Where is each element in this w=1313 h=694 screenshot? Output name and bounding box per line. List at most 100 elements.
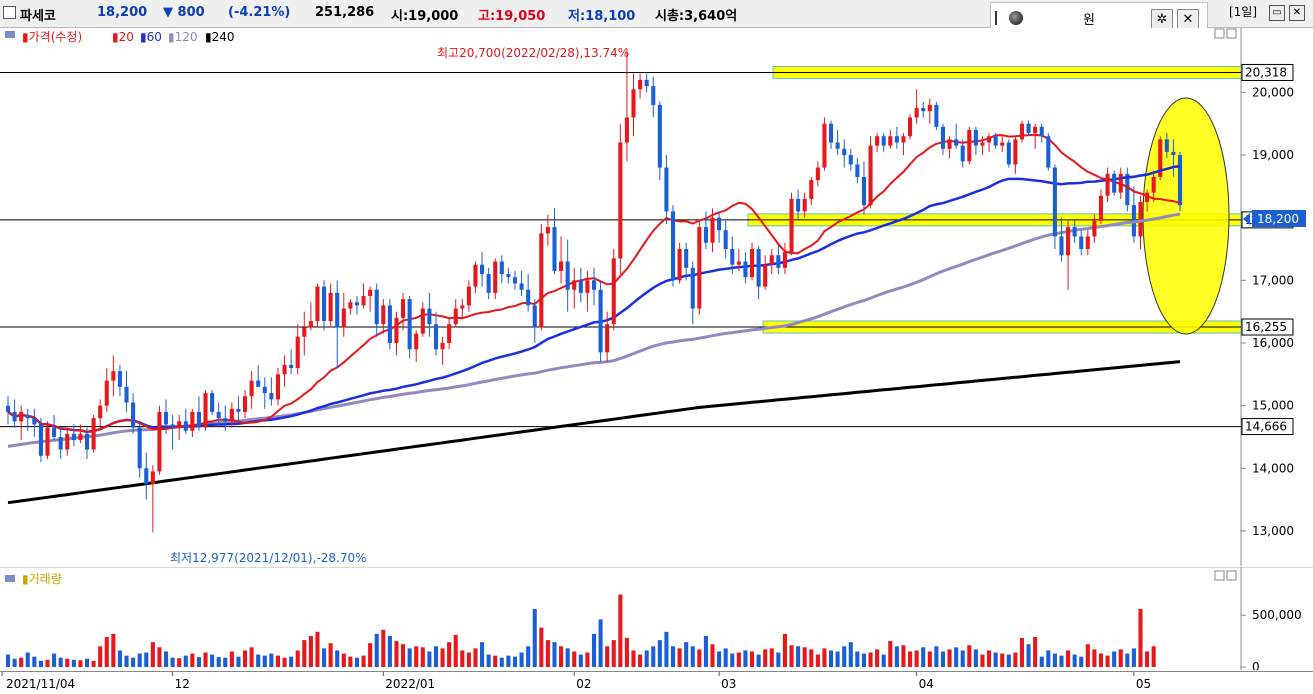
candle-body <box>407 299 412 350</box>
select-checkbox[interactable] <box>3 6 16 19</box>
candle-body <box>473 264 478 287</box>
legend-marker-icon <box>5 31 15 38</box>
volume-tick-label: 0 <box>1252 660 1260 670</box>
volume-bar <box>954 647 959 667</box>
candle-body <box>960 145 965 162</box>
candle-body <box>585 280 590 293</box>
volume-bar <box>407 648 412 667</box>
volume-bar <box>769 648 774 667</box>
volume-bar <box>914 650 919 667</box>
candle-body <box>670 211 676 281</box>
volume-bar <box>552 642 557 667</box>
low-price-label: 저: <box>568 9 586 24</box>
candle-body <box>275 374 280 400</box>
volume-bar <box>150 642 155 667</box>
volume-bar <box>45 659 50 667</box>
volume-bar <box>703 635 708 667</box>
volume-bar <box>335 650 340 667</box>
candle-body <box>229 408 234 422</box>
volume-bar <box>776 652 781 667</box>
volume-bar <box>1125 653 1130 667</box>
candle-body <box>1066 227 1071 256</box>
volume-bar <box>91 660 96 667</box>
x-tick-label: 2021/11/04 <box>6 677 75 691</box>
panel-close-icon[interactable] <box>1226 28 1237 39</box>
candle-body <box>71 433 76 441</box>
volume-bar <box>565 648 570 667</box>
candle-body <box>749 249 755 278</box>
candle-body <box>427 308 432 325</box>
candle-body <box>881 136 886 146</box>
candle-body <box>822 123 827 168</box>
volume-bar <box>216 657 221 667</box>
volume-bar <box>822 648 827 667</box>
candle-body <box>131 402 136 428</box>
volume-bar <box>828 650 834 667</box>
candle-body <box>98 405 103 419</box>
candle-body <box>973 129 978 146</box>
volume-bar <box>1033 636 1038 667</box>
volume-bar <box>12 658 17 667</box>
candle-body <box>1092 220 1097 237</box>
volume-bar <box>697 649 702 667</box>
candle-body <box>1098 195 1104 221</box>
volume-bar <box>361 655 366 667</box>
candle-body <box>552 227 557 271</box>
volume-bar <box>433 646 439 667</box>
volume-bar <box>131 657 136 667</box>
stock-name: 파세코 <box>20 9 56 24</box>
candle-body <box>1125 173 1130 206</box>
candle-body <box>111 371 116 381</box>
volume-bar <box>368 643 373 667</box>
level-tag <box>1241 63 1294 81</box>
record-icon[interactable] <box>1009 11 1023 25</box>
volume-bar <box>137 653 142 667</box>
volume-bar <box>1151 646 1156 667</box>
volume-bar <box>1059 655 1064 667</box>
volume-bar <box>618 594 623 667</box>
volume-tick-label: 500,000 <box>1252 608 1302 622</box>
candle-body <box>210 393 215 412</box>
current-price-tag <box>1252 210 1306 227</box>
volume-bar <box>328 643 333 667</box>
price-change: ▼ 800 <box>163 5 205 20</box>
restore-icon[interactable]: ▭ <box>1269 5 1285 21</box>
candle-body <box>52 427 57 437</box>
volume-bar <box>908 651 913 667</box>
legend-ma20: ▮20 <box>112 30 134 44</box>
volume-bar <box>453 634 458 667</box>
volume-bar <box>480 642 485 667</box>
candle-body <box>335 292 340 328</box>
y-tick-label: 20,000 <box>1252 85 1294 99</box>
candle-body <box>1138 202 1143 237</box>
volume-restore-icon[interactable] <box>1214 570 1225 581</box>
candle-body <box>789 198 794 253</box>
period-selector[interactable]: [1일] <box>1228 5 1258 19</box>
volume-bar <box>756 654 761 667</box>
high-annotation: 최고20,700(2022/02/28),13.74% <box>437 46 629 60</box>
candle-body <box>1145 192 1150 203</box>
volume-bar <box>1145 651 1150 667</box>
candle-body <box>420 308 425 334</box>
volume-bar <box>743 650 748 667</box>
candle-body <box>25 415 30 419</box>
candle-body <box>269 393 274 400</box>
volume-bar <box>447 642 452 667</box>
candle-body <box>368 289 373 296</box>
candle-body <box>1118 173 1123 193</box>
x-tick-label: 12 <box>175 677 190 691</box>
panel-restore-icon[interactable] <box>1214 28 1225 39</box>
volume-close-icon[interactable] <box>1226 570 1237 581</box>
volume-bars <box>5 594 1156 667</box>
candle-body <box>618 142 623 259</box>
volume-bar <box>196 657 201 667</box>
candlesticks-highlighted <box>1120 133 1183 250</box>
volume-bar <box>486 654 491 667</box>
volume-bar <box>690 646 695 667</box>
close-window-icon[interactable]: ✕ <box>1289 5 1305 21</box>
candle-body <box>137 427 142 469</box>
candle-body <box>170 424 175 428</box>
candle-body <box>315 286 320 322</box>
low-annotation: 최저12,977(2021/12/01),-28.70% <box>170 551 367 565</box>
